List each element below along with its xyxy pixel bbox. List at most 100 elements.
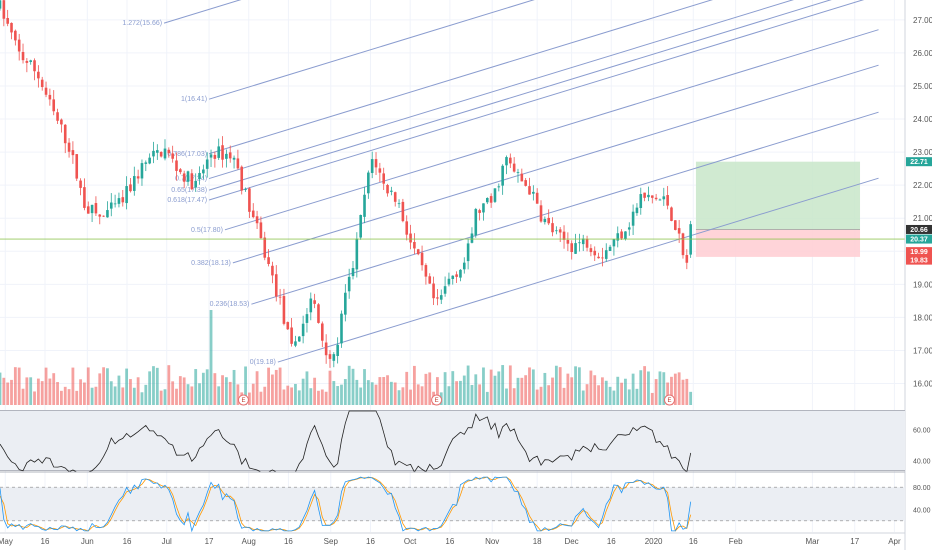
candle-body xyxy=(551,223,554,233)
volume-bar xyxy=(209,310,213,405)
candle-body xyxy=(562,231,566,240)
candle-body xyxy=(539,205,543,222)
candle-body xyxy=(497,186,501,188)
time-tick-label: Dec xyxy=(564,537,578,546)
volume-bar xyxy=(512,388,516,405)
price-tag-label: 19.99 xyxy=(910,249,928,256)
volume-bar xyxy=(401,387,405,405)
volume-bar xyxy=(554,365,558,405)
candle-body xyxy=(321,323,324,341)
candle-body xyxy=(71,150,75,156)
candle-body xyxy=(478,210,481,213)
candle-body xyxy=(33,60,36,72)
candle-body xyxy=(432,283,435,299)
volume-bar xyxy=(516,377,520,405)
candle-body xyxy=(359,214,362,238)
volume-bar xyxy=(52,373,56,405)
volume-bar xyxy=(531,369,535,405)
candle-body xyxy=(159,151,163,157)
volume-bar xyxy=(643,366,647,405)
fib-channel[interactable]: 1.272(15.66)1(16.41)0.786(17.03)0.7(17.2… xyxy=(122,0,879,366)
stoch-k-line xyxy=(0,476,692,533)
candle-body xyxy=(48,94,52,100)
volume-bar xyxy=(593,375,597,405)
candle-body xyxy=(355,238,359,270)
volume-bar xyxy=(102,367,105,405)
candle-body xyxy=(340,313,343,344)
volume-bar xyxy=(163,389,167,405)
time-axis[interactable]: May 16 Jun 16 Jul 17 Aug 16 Sep 16 Oct 16 Nov 18 Dec 16… xyxy=(0,532,905,546)
candle-body xyxy=(336,344,339,356)
price-tick-label: 26.00 xyxy=(913,49,932,58)
candle-body xyxy=(393,192,397,202)
candle-body xyxy=(643,192,646,198)
volume-bar xyxy=(10,379,13,405)
candle-body xyxy=(21,51,25,61)
volume-bar xyxy=(25,377,29,405)
volume-bar xyxy=(562,387,566,405)
candle-body xyxy=(79,180,82,188)
candle-body xyxy=(466,243,470,262)
candle-body xyxy=(86,206,90,214)
time-tick-label: Mar xyxy=(805,537,819,546)
volume-bar xyxy=(343,379,347,405)
volume-bar xyxy=(624,378,627,405)
candle-body xyxy=(25,60,29,63)
candle-body xyxy=(148,157,151,164)
price-tick-label: 24.00 xyxy=(913,115,932,124)
candle-body xyxy=(443,286,447,294)
volume-bar xyxy=(551,377,554,405)
candle-body xyxy=(558,229,562,233)
candle-body xyxy=(570,243,574,253)
candle-body xyxy=(604,250,608,259)
candle-body xyxy=(267,257,270,265)
volume-bar xyxy=(639,370,643,405)
volume-bar xyxy=(213,373,217,405)
candle-body xyxy=(259,222,263,239)
volume-bar xyxy=(278,367,282,405)
candle-body xyxy=(294,341,297,346)
volume-bar xyxy=(71,367,75,405)
volume-bar xyxy=(389,381,393,405)
candle-body xyxy=(106,210,109,218)
volume-bar xyxy=(117,375,121,405)
candle-body xyxy=(624,231,627,240)
candle-body xyxy=(179,169,182,173)
candle-body xyxy=(436,297,439,299)
volume-bar xyxy=(90,387,94,405)
candle-body xyxy=(543,218,547,223)
volume-bar xyxy=(251,383,255,405)
candle-body xyxy=(528,186,531,195)
volume-bar xyxy=(328,370,332,405)
candle-body xyxy=(67,142,71,152)
volume-bar xyxy=(677,372,681,405)
volume-bar xyxy=(232,369,236,405)
long-position-tool[interactable] xyxy=(695,161,861,257)
volume-bar xyxy=(190,386,194,405)
price-tag-label: 20.66 xyxy=(910,227,928,234)
price-axis[interactable]: 16.0017.0018.0019.0020.0021.0022.0023.00… xyxy=(904,0,932,550)
volume-bar xyxy=(666,382,670,405)
rsi-pane[interactable]: 60.00 40.00 xyxy=(0,410,931,473)
candle-body xyxy=(109,202,113,209)
volume-bar xyxy=(36,378,40,405)
candle-body xyxy=(2,0,6,19)
fib-level-line xyxy=(208,0,832,191)
volume-bar xyxy=(44,367,48,405)
candle-body xyxy=(520,173,524,182)
stochastic-pane[interactable]: 80.00 40.00 xyxy=(0,471,931,533)
time-tick-label: Apr xyxy=(888,537,901,546)
volume-bar xyxy=(616,376,620,405)
volume-bar xyxy=(543,372,547,405)
candle-body xyxy=(205,159,209,169)
candle-body xyxy=(451,275,455,279)
volume-bar xyxy=(347,365,351,405)
volume-bar xyxy=(524,375,528,405)
volume-bar xyxy=(631,373,635,405)
candle-body xyxy=(290,327,293,344)
time-tick-label: Nov xyxy=(485,537,499,546)
candle-body xyxy=(29,60,32,62)
fib-level-line xyxy=(208,0,713,155)
